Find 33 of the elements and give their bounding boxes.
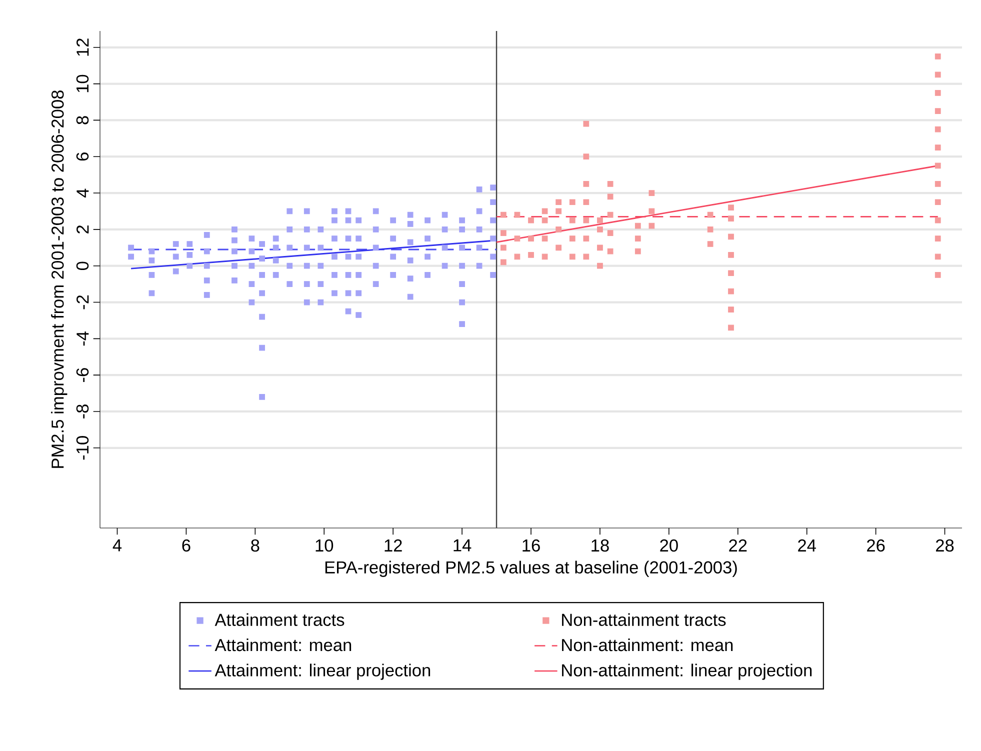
legend-label: Non-attainment: linear projection xyxy=(562,664,812,680)
legend-label: Attainment tracts xyxy=(214,613,344,626)
y-tick-label: 6 xyxy=(76,152,89,161)
legend-label: Non-attainment tracts xyxy=(562,613,726,626)
x-tick-label: 4 xyxy=(112,539,122,552)
y-tick-label: -2 xyxy=(76,295,89,310)
y-axis-title: PM2.5 improvment from 2001-2003 to 2006-2008 xyxy=(51,90,68,468)
x-tick-label: 20 xyxy=(660,539,678,552)
legend-label: Attainment: linear projection xyxy=(214,664,430,680)
x-tick-label: 6 xyxy=(182,539,190,552)
y-tick-label: 10 xyxy=(76,74,89,92)
y-tick-label: 4 xyxy=(76,188,89,198)
y-tick-label: 12 xyxy=(76,38,89,56)
y-tick-label: -10 xyxy=(76,436,89,460)
x-tick-label: 28 xyxy=(936,539,954,552)
y-tick-label: 0 xyxy=(76,262,89,270)
x-tick-label: 8 xyxy=(251,539,260,552)
x-tick-label: 12 xyxy=(384,539,402,552)
x-tick-label: 24 xyxy=(798,539,816,552)
x-tick-label: 14 xyxy=(454,539,472,552)
legend-label: Attainment: mean xyxy=(214,638,352,652)
x-tick-label: 16 xyxy=(522,539,540,552)
y-tick-label: -6 xyxy=(76,368,89,382)
y-tick-label: 2 xyxy=(76,225,89,234)
x-tick-label: 22 xyxy=(729,539,747,552)
x-tick-label: 26 xyxy=(867,539,885,552)
y-tick-label: -8 xyxy=(76,404,89,418)
x-tick-label: 18 xyxy=(592,539,609,552)
x-axis-title: EPA-registered PM2.5 values at baseline (2001-2003) xyxy=(325,560,737,577)
y-tick-label: 8 xyxy=(76,116,89,124)
legend-label: Non-attainment: mean xyxy=(562,638,733,652)
y-tick-label: -4 xyxy=(76,331,89,346)
x-tick-label: 10 xyxy=(316,539,334,552)
